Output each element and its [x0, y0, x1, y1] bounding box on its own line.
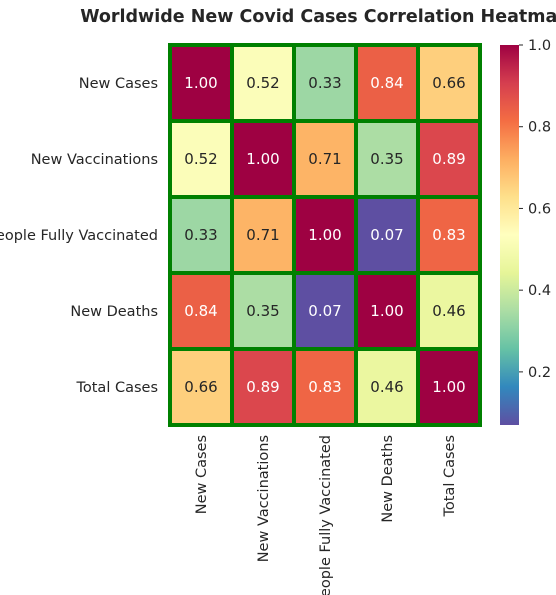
heatmap-cell-new-deaths-new-deaths — [356, 273, 418, 349]
cell-value-label: 0.83 — [432, 226, 465, 244]
colorbar-tick-label: 0.2 — [528, 365, 551, 381]
heatmap-cell-people-fully-vaccinated-new-cases — [170, 197, 232, 273]
heatmap-cell-new-cases-new-cases — [170, 45, 232, 121]
cell-value-label: 0.89 — [246, 378, 279, 396]
cell-value-label: 1.00 — [370, 302, 403, 320]
heatmap-cell-total-cases-new-vaccinations — [232, 349, 294, 425]
colorbar-tick-label: 0.4 — [528, 283, 551, 299]
heatmap-cell-people-fully-vaccinated-people-fully-vaccinated — [294, 197, 356, 273]
cell-value-label: 0.52 — [184, 150, 217, 168]
cell-value-label: 0.33 — [184, 226, 217, 244]
column-label-new-cases: New Cases — [194, 435, 210, 514]
cell-value-label: 0.07 — [370, 226, 403, 244]
heatmap-cell-new-vaccinations-people-fully-vaccinated — [294, 121, 356, 197]
heatmap-cells: 1.00 0.52 0.33 0.84 0.66 0.52 1.00 0.71 0.35 0.89… — [168, 43, 482, 427]
row-label-new-vaccinations: New Vaccinations — [31, 152, 158, 168]
heatmap-cell-new-deaths-total-cases — [418, 273, 480, 349]
heatmap-cell-new-cases-new-deaths — [356, 45, 418, 121]
heatmap-cell-total-cases-total-cases — [418, 349, 480, 425]
heatmap-cell-new-vaccinations-new-cases — [170, 121, 232, 197]
cell-value-label: 0.46 — [370, 378, 403, 396]
heatmap-cell-total-cases-people-fully-vaccinated — [294, 349, 356, 425]
cell-value-label: 1.00 — [246, 150, 279, 168]
column-label-total-cases: Total Cases — [442, 435, 458, 518]
chart-title: Worldwide New Covid Cases Correlation He… — [80, 7, 556, 27]
row-labels: New Cases New Vaccinations People Fully Va… — [0, 76, 158, 396]
colorbar-tick-label: 1.0 — [528, 38, 551, 54]
cell-value-label: 0.07 — [308, 302, 341, 320]
colorbar-gradient — [500, 45, 519, 425]
heatmap-cell-total-cases-new-deaths — [356, 349, 418, 425]
heatmap-cell-total-cases-new-cases — [170, 349, 232, 425]
row-label-total-cases: Total Cases — [75, 380, 158, 396]
cell-value-label: 0.89 — [432, 150, 465, 168]
heatmap-cell-people-fully-vaccinated-new-vaccinations — [232, 197, 294, 273]
cell-value-label: 0.84 — [370, 74, 403, 92]
cell-value-label: 0.52 — [246, 74, 279, 92]
column-labels: New Cases New Vaccinations People Fully Va… — [194, 435, 458, 595]
heatmap-cell-new-cases-total-cases — [418, 45, 480, 121]
heatmap-cell-new-deaths-people-fully-vaccinated — [294, 273, 356, 349]
cell-value-label: 0.66 — [184, 378, 217, 396]
row-label-people-fully-vaccinated: People Fully Vaccinated — [0, 228, 158, 244]
column-label-new-vaccinations: New Vaccinations — [256, 435, 272, 562]
cell-value-label: 1.00 — [432, 378, 465, 396]
cell-value-label: 0.33 — [308, 74, 341, 92]
heatmap-cell-new-cases-people-fully-vaccinated — [294, 45, 356, 121]
cell-value-label: 0.84 — [184, 302, 217, 320]
column-label-people-fully-vaccinated: People Fully Vaccinated — [318, 435, 334, 595]
heatmap-cell-people-fully-vaccinated-total-cases — [418, 197, 480, 273]
colorbar-tick-label: 0.6 — [528, 201, 551, 217]
row-label-new-deaths: New Deaths — [70, 304, 158, 320]
heatmap-cell-new-cases-new-vaccinations — [232, 45, 294, 121]
cell-value-label: 0.71 — [308, 150, 341, 168]
cell-value-label: 0.83 — [308, 378, 341, 396]
cell-value-label: 0.35 — [246, 302, 279, 320]
colorbar: 0.2 0.4 0.6 0.8 1.0 — [500, 38, 551, 425]
cell-value-label: 1.00 — [308, 226, 341, 244]
column-label-new-deaths: New Deaths — [380, 435, 396, 523]
cell-value-label: 0.66 — [432, 74, 465, 92]
row-label-new-cases: New Cases — [79, 76, 158, 92]
heatmap-cell-people-fully-vaccinated-new-deaths — [356, 197, 418, 273]
heatmap-cell-new-deaths-new-cases — [170, 273, 232, 349]
heatmap-cell-new-vaccinations-new-deaths — [356, 121, 418, 197]
heatmap-cell-new-vaccinations-total-cases — [418, 121, 480, 197]
cell-value-label: 0.46 — [432, 302, 465, 320]
heatmap-cell-new-deaths-new-vaccinations — [232, 273, 294, 349]
cell-value-label: 0.35 — [370, 150, 403, 168]
heatmap-cell-new-vaccinations-new-vaccinations — [232, 121, 294, 197]
cell-value-label: 0.71 — [246, 226, 279, 244]
colorbar-tick-label: 0.8 — [528, 120, 551, 136]
cell-value-label: 1.00 — [184, 74, 217, 92]
